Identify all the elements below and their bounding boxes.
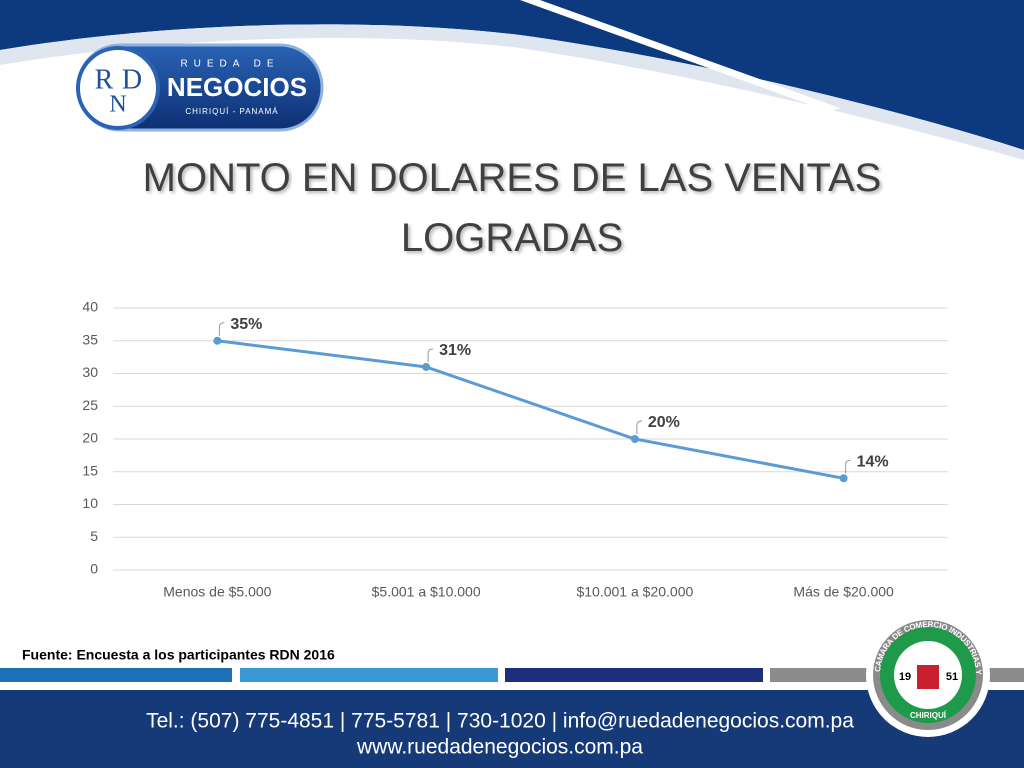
data-label: 35% (230, 316, 262, 333)
x-tick-label: $5.001 a $10.000 (372, 584, 481, 600)
emblem-shield (917, 665, 939, 689)
footer-band (0, 690, 1024, 768)
data-label: 31% (439, 342, 471, 359)
label-leader (218, 322, 225, 336)
chart-title: MONTO EN DOLARES DE LAS VENTAS LOGRADAS (142, 156, 882, 260)
header-stripe (520, 0, 840, 112)
data-label: 20% (648, 414, 680, 431)
line (217, 339, 844, 480)
emblem-year: 51 (946, 671, 958, 683)
label-leader (636, 420, 642, 434)
logo-place: CHIRIQUÍ - PANAMÁ (185, 107, 278, 116)
footer-contact: Tel.: (507) 775-4851 | 775-5781 | 730-10… (146, 710, 854, 733)
marker (630, 435, 639, 443)
header-band (0, 0, 1024, 150)
y-tick-label: 30 (82, 364, 98, 380)
marker (422, 362, 431, 371)
footer-bar (240, 668, 498, 682)
label-leader (427, 348, 434, 362)
footer-bar (505, 668, 763, 682)
x-tick-label: Menos de $5.000 (163, 584, 271, 600)
label-leader (845, 459, 851, 474)
y-tick-label: 0 (90, 561, 98, 577)
y-tick-label: 10 (82, 495, 98, 511)
y-tick-label: 25 (82, 397, 98, 413)
logo-top: RUEDA DE (180, 59, 279, 70)
logo-name: NEGOCIOS (167, 72, 307, 102)
footer-bar (0, 668, 232, 682)
marker (839, 474, 848, 483)
emblem-bottom: CHIRIQUÍ (910, 711, 947, 720)
y-tick-label: 35 (82, 331, 98, 347)
marker (213, 336, 222, 345)
logo-circle (76, 46, 160, 130)
y-tick-label: 5 (90, 528, 98, 544)
footer-web: www.ruedadenegocios.com.pa (356, 736, 643, 759)
data-label: 14% (857, 454, 889, 471)
x-tick-label: $10.001 a $20.000 (576, 584, 693, 600)
source: Fuente: Encuesta a los participantes RDN… (22, 647, 335, 663)
logo-initial: N (109, 92, 126, 118)
logo-initial: R (95, 64, 114, 95)
x-tick-label: Más de $20.000 (793, 584, 894, 600)
header-swoosh (0, 24, 1024, 160)
y-tick-label: 15 (82, 462, 98, 478)
y-tick-label: 40 (82, 299, 98, 315)
logo-initial: D (122, 64, 142, 95)
emblem-year: 19 (899, 671, 911, 683)
y-tick-label: 20 (82, 430, 98, 446)
